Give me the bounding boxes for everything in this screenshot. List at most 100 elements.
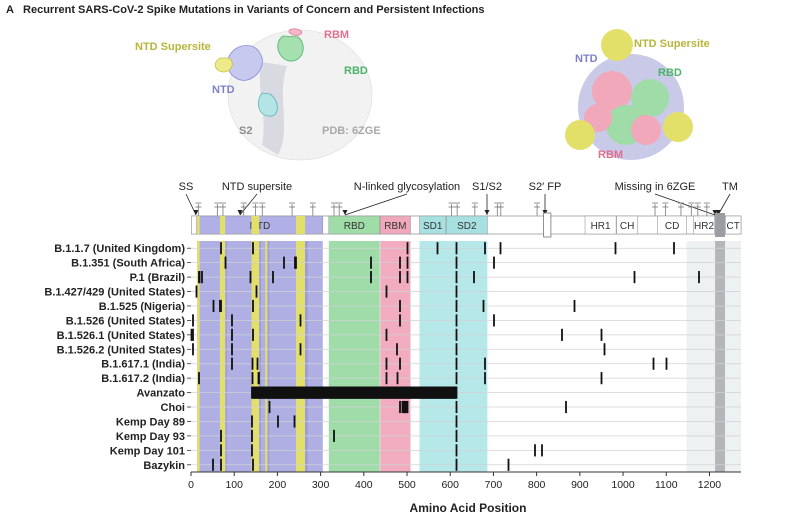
mutation-mark	[665, 357, 668, 370]
band-ntd-supersite-0	[197, 241, 200, 472]
domain-segment-label: SD2	[457, 221, 477, 232]
mutation-mark	[220, 444, 222, 457]
mutation-chart: B.1.1.7 (United Kingdom) B.1.351 (South A…	[44, 241, 741, 491]
mutation-mark	[499, 242, 502, 255]
mutation-mark	[370, 271, 372, 284]
mutation-mark	[399, 400, 401, 414]
domain-fp-box	[543, 212, 552, 238]
mutation-mark	[455, 299, 458, 313]
mutation-mark	[201, 271, 203, 284]
mutation-mark	[258, 372, 260, 385]
mutation-mark	[436, 242, 439, 255]
mutation-mark	[252, 458, 254, 471]
mutation-mark	[473, 271, 475, 284]
mutation-mark	[333, 429, 335, 442]
mutation-mark	[299, 343, 302, 356]
ntd-supersite-cartoon	[214, 57, 233, 73]
domain-segment	[693, 215, 715, 235]
mutation-mark	[385, 285, 388, 298]
mutation-mark	[455, 256, 458, 269]
domain-segment-label: CH	[620, 221, 634, 232]
mutation-mark	[600, 328, 603, 341]
x-tick-label: 1200	[698, 479, 722, 491]
domain-segment	[657, 215, 687, 235]
band-ntd-supersite-3	[265, 241, 268, 472]
mutation-mark	[403, 400, 406, 414]
mutation-mark	[406, 400, 409, 414]
x-tick-label: 1100	[655, 479, 678, 491]
row-label: Kemp Day 101	[110, 445, 185, 457]
mutation-mark	[561, 328, 563, 341]
figure-title: Recurrent SARS-CoV-2 Spike Mutations in …	[23, 4, 485, 16]
domain-segment-label: RBM	[384, 221, 406, 232]
annotation-arrowhead	[715, 210, 721, 215]
mutation-mark	[455, 386, 458, 399]
annotation-arrow	[654, 193, 716, 216]
mutation-mark	[385, 328, 388, 341]
row-label: Bazykin	[143, 460, 185, 472]
domain-annotation: S2′ FP	[529, 181, 562, 193]
mutation-mark	[252, 299, 254, 313]
mutation-mark	[224, 256, 227, 269]
mutation-mark	[256, 357, 259, 370]
domain-segment-label: HR2	[694, 221, 714, 232]
domain-segment-label: HR1	[591, 221, 611, 232]
domain-supersite-strip	[197, 216, 200, 234]
mutation-mark	[249, 271, 252, 284]
domain-segment-label: CT	[727, 221, 740, 232]
domain-bar: NTD RBD RBM SD1 SD2 HR1 CH CD HR2 CT	[191, 212, 742, 238]
mutation-mark	[534, 444, 536, 457]
mutation-mark	[295, 256, 297, 269]
domain-supersite-strip	[251, 216, 260, 234]
domain-segment-label: RBD	[344, 221, 365, 232]
side-label-rbd: RBD	[344, 65, 368, 77]
mutation-mark	[455, 372, 458, 385]
side-label-s2: S2	[239, 125, 252, 137]
row-label: P.1 (Brazil)	[130, 272, 186, 284]
mutation-mark	[299, 314, 302, 327]
domain-segment	[446, 215, 488, 235]
mutation-mark	[484, 372, 486, 385]
top-supersite-blob-2	[565, 120, 595, 150]
mutation-mark	[399, 271, 401, 284]
domain-segment-label: SD1	[423, 221, 443, 232]
annotation-arrowhead	[342, 210, 348, 215]
top-rbm-blob-1	[592, 71, 632, 111]
mutation-mark	[493, 256, 495, 269]
domain-segment	[616, 215, 639, 235]
top-label-rbm: RBM	[598, 149, 623, 161]
mutation-mark	[212, 458, 214, 471]
mutation-mark	[220, 458, 222, 471]
mutation-mark	[484, 357, 486, 370]
glycan-markers	[195, 202, 710, 216]
domain-annotation: SS	[179, 181, 194, 193]
domain-annotation: Missing in 6ZGE	[615, 181, 696, 193]
mutation-mark	[198, 271, 201, 284]
mutation-mark	[455, 285, 458, 298]
mutation-mark	[603, 343, 606, 356]
domain-annotation: S1/S2	[472, 181, 502, 193]
mutation-mark	[283, 256, 285, 269]
mutation-mark	[251, 372, 254, 385]
mutation-mark	[455, 429, 458, 442]
mutation-mark	[231, 328, 233, 341]
mutation-mark	[370, 256, 372, 269]
mutation-mark	[698, 271, 700, 284]
figure-title-row: A Recurrent SARS-CoV-2 Spike Mutations i…	[6, 4, 485, 16]
band-ntd-gap-1	[259, 241, 261, 472]
mutation-mark	[396, 372, 399, 385]
domain-supersite-strip	[295, 216, 306, 234]
mutation-mark	[220, 242, 222, 255]
band-rbd	[328, 241, 380, 472]
rbd-cartoon	[277, 35, 304, 62]
band-ntd-gap-3	[305, 241, 308, 472]
band-ntd-supersite-1	[219, 241, 226, 472]
domain-segment	[379, 215, 411, 235]
top-label-ntd: NTD	[575, 53, 598, 65]
mutation-mark	[252, 242, 254, 255]
mutation-mark	[541, 444, 543, 457]
spike-top-view	[565, 29, 693, 160]
mutation-mark	[406, 256, 409, 269]
mutation-mark	[192, 328, 194, 341]
band-missing	[686, 241, 741, 472]
